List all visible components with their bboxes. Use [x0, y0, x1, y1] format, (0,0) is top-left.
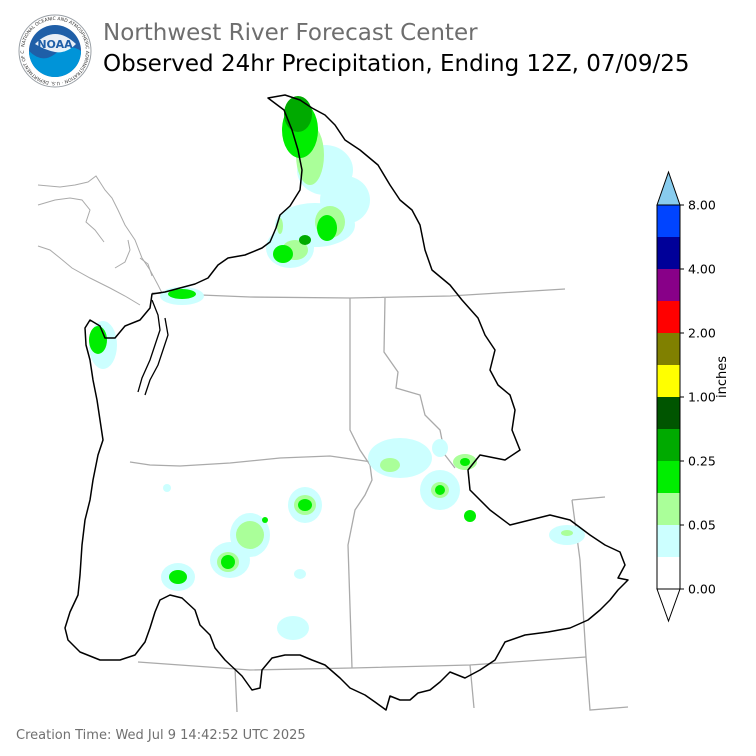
- state-boundaries: [129, 288, 629, 713]
- logo-text: NOAA: [37, 38, 73, 51]
- colorbar-bin: [657, 461, 680, 493]
- colorbar-tick-label: 1.00: [688, 390, 716, 405]
- colorbar-extend-max: [656, 170, 681, 206]
- coastline-canada: [37, 175, 163, 306]
- colorbar-extend-min: [656, 588, 681, 623]
- colorbar-tick-label: 8.00: [688, 198, 716, 213]
- precip-areas: [89, 96, 585, 640]
- colorbar-tick-label: 0.00: [688, 582, 716, 597]
- precip-north-idaho: [266, 96, 370, 268]
- colorbar-bin: [657, 205, 680, 237]
- colorbar-bin: [657, 525, 680, 557]
- precipitation-map: [37, 94, 629, 713]
- colorbar-tick-label: 0.05: [688, 518, 716, 533]
- colorbar-bin: [657, 237, 680, 269]
- colorbar-bin: [657, 301, 680, 333]
- basin-boundary: [64, 94, 629, 711]
- colorbar-bin: [657, 365, 680, 397]
- colorbar-bin: [657, 493, 680, 525]
- precip-idaho-montana: [368, 438, 585, 545]
- creation-time: Creation Time: Wed Jul 9 14:42:52 UTC 20…: [16, 728, 306, 743]
- colorbar-tick-label: 0.25: [688, 454, 716, 469]
- colorbar-bin: [657, 333, 680, 365]
- colorbar-tick-label: 4.00: [688, 262, 716, 277]
- precip-washington: [89, 287, 204, 369]
- colorbar-tick-label: 2.00: [688, 326, 716, 341]
- colorbar-bin: [657, 429, 680, 461]
- colorbar-legend: 0.00 0.05 0.25 1.00 2.00 4.00 8.00: [656, 170, 716, 623]
- product-title: Observed 24hr Precipitation, Ending 12Z,…: [103, 51, 690, 77]
- colorbar-bin: [657, 269, 680, 301]
- agency-title: Northwest River Forecast Center: [103, 20, 478, 46]
- colorbar-unit-label: inches: [715, 355, 730, 398]
- noaa-logo-icon: NOAA NATIONAL OCEANIC AND ATMOSPHERIC AD…: [18, 14, 92, 88]
- colorbar-bin: [657, 557, 680, 589]
- colorbar-bin: [657, 397, 680, 429]
- precip-central-oregon: [161, 484, 322, 640]
- puget-sound: [137, 299, 169, 396]
